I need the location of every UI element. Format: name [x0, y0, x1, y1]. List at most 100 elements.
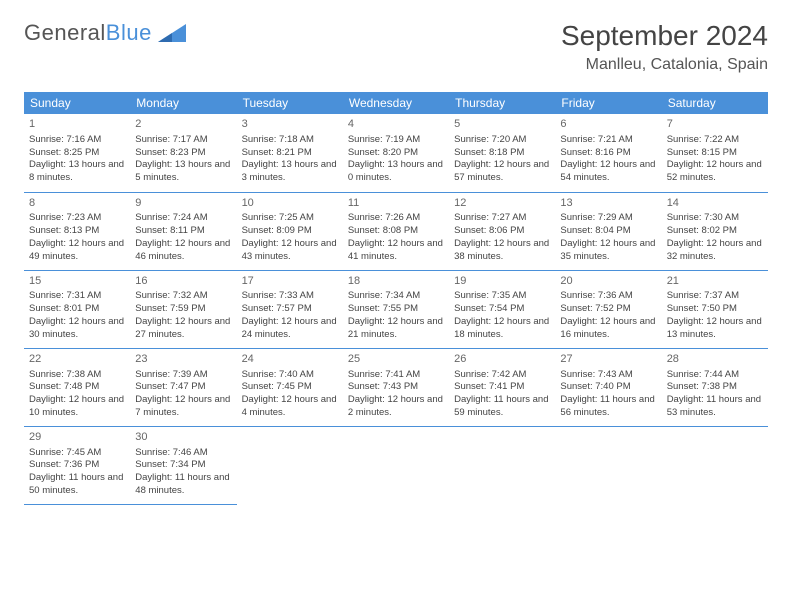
sunrise-line: Sunrise: 7:34 AM	[348, 290, 444, 303]
sunset-line: Sunset: 8:13 PM	[29, 225, 125, 238]
daylight-line: Daylight: 13 hours and 0 minutes.	[348, 159, 444, 185]
sunset-line: Sunset: 8:18 PM	[454, 147, 550, 160]
sunset-line: Sunset: 8:20 PM	[348, 147, 444, 160]
day-number: 9	[135, 196, 231, 211]
calendar-cell: 25Sunrise: 7:41 AMSunset: 7:43 PMDayligh…	[343, 348, 449, 426]
sunset-line: Sunset: 7:38 PM	[667, 381, 763, 394]
sunrise-line: Sunrise: 7:33 AM	[242, 290, 338, 303]
sunset-line: Sunset: 8:08 PM	[348, 225, 444, 238]
weekday-header: Saturday	[662, 92, 768, 114]
day-number: 30	[135, 430, 231, 445]
logo-text: GeneralBlue	[24, 20, 152, 46]
day-number: 25	[348, 352, 444, 367]
day-number: 22	[29, 352, 125, 367]
calendar-cell: 10Sunrise: 7:25 AMSunset: 8:09 PMDayligh…	[237, 192, 343, 270]
logo-word-1: General	[24, 20, 106, 45]
calendar-cell: 21Sunrise: 7:37 AMSunset: 7:50 PMDayligh…	[662, 270, 768, 348]
daylight-line: Daylight: 12 hours and 49 minutes.	[29, 238, 125, 264]
calendar-cell: 29Sunrise: 7:45 AMSunset: 7:36 PMDayligh…	[24, 426, 130, 504]
day-number: 20	[560, 274, 656, 289]
daylight-line: Daylight: 11 hours and 56 minutes.	[560, 394, 656, 420]
calendar-cell: 2 Sunrise: 7:17 AMSunset: 8:23 PMDaylight…	[130, 114, 236, 192]
calendar-cell: 27Sunrise: 7:43 AMSunset: 7:40 PMDayligh…	[555, 348, 661, 426]
daylight-line: Daylight: 12 hours and 16 minutes.	[560, 316, 656, 342]
sunset-line: Sunset: 8:11 PM	[135, 225, 231, 238]
daylight-line: Daylight: 12 hours and 41 minutes.	[348, 238, 444, 264]
calendar-cell: 24Sunrise: 7:40 AMSunset: 7:45 PMDayligh…	[237, 348, 343, 426]
daylight-line: Daylight: 12 hours and 21 minutes.	[348, 316, 444, 342]
daylight-line: Daylight: 12 hours and 57 minutes.	[454, 159, 550, 185]
sunset-line: Sunset: 7:36 PM	[29, 459, 125, 472]
sunset-line: Sunset: 7:48 PM	[29, 381, 125, 394]
daylight-line: Daylight: 13 hours and 5 minutes.	[135, 159, 231, 185]
weekday-header: Monday	[130, 92, 236, 114]
calendar-cell: 5Sunrise: 7:20 AMSunset: 8:18 PMDaylight…	[449, 114, 555, 192]
calendar-cell: 16Sunrise: 7:32 AMSunset: 7:59 PMDayligh…	[130, 270, 236, 348]
sunrise-line: Sunrise: 7:21 AM	[560, 134, 656, 147]
calendar-cell: 4Sunrise: 7:19 AMSunset: 8:20 PMDaylight…	[343, 114, 449, 192]
sunrise-line: Sunrise: 7:43 AM	[560, 369, 656, 382]
sunset-line: Sunset: 8:21 PM	[242, 147, 338, 160]
sunset-line: Sunset: 8:01 PM	[29, 303, 125, 316]
daylight-line: Daylight: 12 hours and 46 minutes.	[135, 238, 231, 264]
day-number: 14	[667, 196, 763, 211]
header: GeneralBlue September 2024 Manlleu, Cata…	[24, 20, 768, 74]
daylight-line: Daylight: 12 hours and 27 minutes.	[135, 316, 231, 342]
sunrise-line: Sunrise: 7:23 AM	[29, 212, 125, 225]
daylight-line: Daylight: 12 hours and 24 minutes.	[242, 316, 338, 342]
sunrise-line: Sunrise: 7:41 AM	[348, 369, 444, 382]
day-number: 12	[454, 196, 550, 211]
day-number: 27	[560, 352, 656, 367]
day-number: 8	[29, 196, 125, 211]
daylight-line: Daylight: 12 hours and 35 minutes.	[560, 238, 656, 264]
month-title: September 2024	[561, 20, 768, 52]
sunrise-line: Sunrise: 7:40 AM	[242, 369, 338, 382]
calendar-row: 8Sunrise: 7:23 AMSunset: 8:13 PMDaylight…	[24, 192, 768, 270]
calendar-cell: 15Sunrise: 7:31 AMSunset: 8:01 PMDayligh…	[24, 270, 130, 348]
sunset-line: Sunset: 7:57 PM	[242, 303, 338, 316]
calendar-cell: 9Sunrise: 7:24 AMSunset: 8:11 PMDaylight…	[130, 192, 236, 270]
sunrise-line: Sunrise: 7:22 AM	[667, 134, 763, 147]
calendar-cell: 11Sunrise: 7:26 AMSunset: 8:08 PMDayligh…	[343, 192, 449, 270]
day-number: 23	[135, 352, 231, 367]
sunrise-line: Sunrise: 7:36 AM	[560, 290, 656, 303]
day-number: 6	[560, 117, 656, 132]
daylight-line: Daylight: 12 hours and 7 minutes.	[135, 394, 231, 420]
calendar-cell: 18Sunrise: 7:34 AMSunset: 7:55 PMDayligh…	[343, 270, 449, 348]
weekday-header: Thursday	[449, 92, 555, 114]
day-number: 3	[242, 117, 338, 132]
sunrise-line: Sunrise: 7:46 AM	[135, 447, 231, 460]
calendar-cell	[555, 426, 661, 504]
calendar-cell	[237, 426, 343, 504]
calendar-cell: 12Sunrise: 7:27 AMSunset: 8:06 PMDayligh…	[449, 192, 555, 270]
sunset-line: Sunset: 8:04 PM	[560, 225, 656, 238]
calendar-head: SundayMondayTuesdayWednesdayThursdayFrid…	[24, 92, 768, 114]
calendar-cell: 8Sunrise: 7:23 AMSunset: 8:13 PMDaylight…	[24, 192, 130, 270]
calendar-table: SundayMondayTuesdayWednesdayThursdayFrid…	[24, 92, 768, 505]
calendar-row: 22Sunrise: 7:38 AMSunset: 7:48 PMDayligh…	[24, 348, 768, 426]
sunset-line: Sunset: 8:09 PM	[242, 225, 338, 238]
sunset-line: Sunset: 7:43 PM	[348, 381, 444, 394]
sunset-line: Sunset: 8:23 PM	[135, 147, 231, 160]
daylight-line: Daylight: 12 hours and 18 minutes.	[454, 316, 550, 342]
day-number: 11	[348, 196, 444, 211]
sunset-line: Sunset: 7:54 PM	[454, 303, 550, 316]
calendar-cell: 6Sunrise: 7:21 AMSunset: 8:16 PMDaylight…	[555, 114, 661, 192]
day-number: 29	[29, 430, 125, 445]
daylight-line: Daylight: 12 hours and 10 minutes.	[29, 394, 125, 420]
sunrise-line: Sunrise: 7:16 AM	[29, 134, 125, 147]
sunrise-line: Sunrise: 7:17 AM	[135, 134, 231, 147]
day-number: 2	[135, 117, 231, 132]
day-number: 18	[348, 274, 444, 289]
daylight-line: Daylight: 12 hours and 30 minutes.	[29, 316, 125, 342]
sunrise-line: Sunrise: 7:30 AM	[667, 212, 763, 225]
sunrise-line: Sunrise: 7:45 AM	[29, 447, 125, 460]
calendar-row: 15Sunrise: 7:31 AMSunset: 8:01 PMDayligh…	[24, 270, 768, 348]
day-number: 10	[242, 196, 338, 211]
calendar-cell: 1Sunrise: 7:16 AMSunset: 8:25 PMDaylight…	[24, 114, 130, 192]
weekday-header: Friday	[555, 92, 661, 114]
sunset-line: Sunset: 7:59 PM	[135, 303, 231, 316]
day-number: 28	[667, 352, 763, 367]
calendar-cell: 30Sunrise: 7:46 AMSunset: 7:34 PMDayligh…	[130, 426, 236, 504]
daylight-line: Daylight: 11 hours and 53 minutes.	[667, 394, 763, 420]
